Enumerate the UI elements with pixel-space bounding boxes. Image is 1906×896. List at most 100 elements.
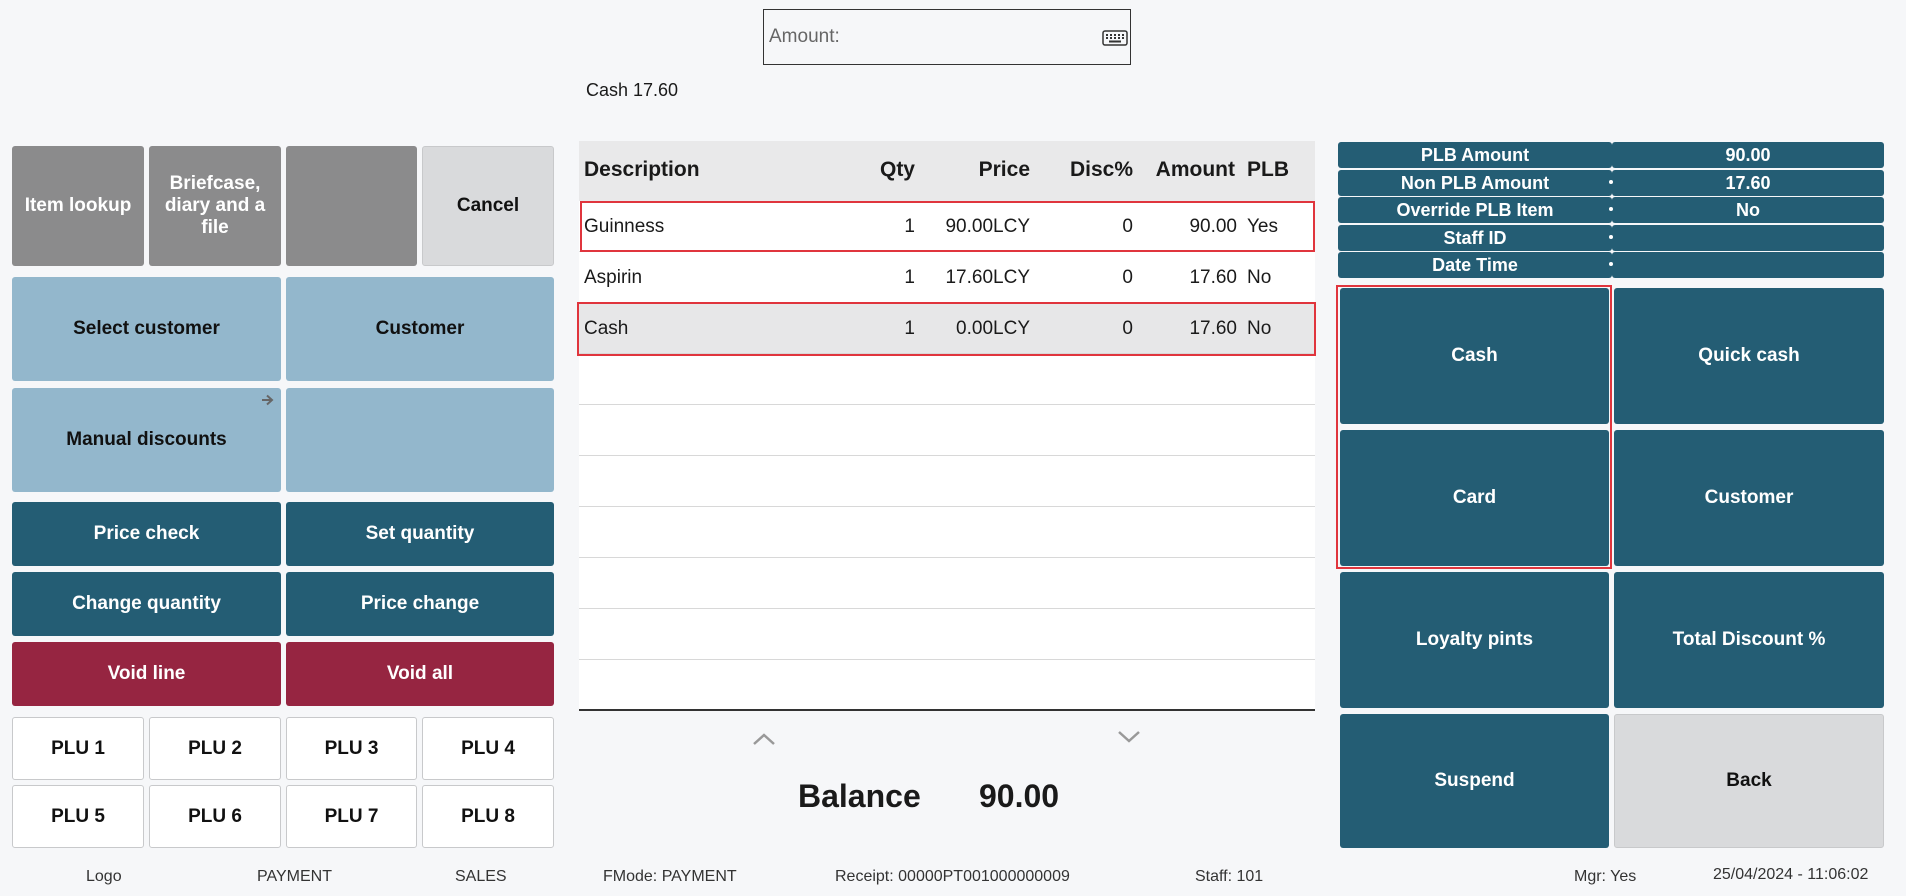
header-plb: PLB (1247, 158, 1289, 181)
grid-header: Description Qty Price Disc% Amount PLB (579, 141, 1315, 201)
chevron-down-icon[interactable] (1116, 730, 1142, 744)
footer-logo: Logo (86, 868, 122, 885)
info-row-plb-amount: PLB Amount 90.00 (1338, 142, 1884, 168)
footer-mgr: Mgr: Yes (1574, 868, 1637, 885)
info-label: Date Time (1338, 252, 1612, 278)
separator-dot (1609, 262, 1613, 266)
balance-label: Balance (798, 778, 921, 814)
cell-disc: 0 (1122, 216, 1133, 237)
info-label: Non PLB Amount (1338, 170, 1612, 196)
price-change-button[interactable]: Price change (286, 572, 554, 636)
footer-sales: SALES (455, 868, 507, 885)
separator-dot (1609, 180, 1613, 184)
quick-cash-button[interactable]: Quick cash (1614, 288, 1884, 424)
plu-4-button[interactable]: PLU 4 (422, 717, 554, 780)
info-value: 90.00 (1612, 142, 1884, 168)
cell-price: 17.60LCY (945, 267, 1030, 288)
header-qty: Qty (879, 158, 915, 181)
table-row[interactable]: Aspirin 1 17.60LCY 0 17.60 No (579, 252, 1315, 303)
set-quantity-button[interactable]: Set quantity (286, 502, 554, 566)
price-check-button[interactable]: Price check (12, 502, 281, 566)
balance-value: 90.00 (979, 778, 1060, 814)
plu-2-button[interactable]: PLU 2 (149, 717, 281, 780)
customer-button-left[interactable]: Customer (286, 277, 554, 381)
cash-button[interactable]: Cash (1340, 288, 1609, 424)
cell-plb: No (1247, 267, 1272, 288)
info-row-non-plb-amount: Non PLB Amount 17.60 (1338, 170, 1884, 196)
cell-price: 0.00LCY (956, 318, 1030, 339)
empty-row (579, 405, 1315, 456)
highlight-box-guinness (580, 201, 1315, 252)
cancel-button[interactable]: Cancel (422, 146, 554, 266)
plu-3-button[interactable]: PLU 3 (286, 717, 417, 780)
cell-qty: 1 (904, 318, 915, 339)
header-amount: Amount (1155, 158, 1235, 181)
cell-description: Aspirin (584, 267, 643, 288)
chevron-up-icon[interactable] (751, 732, 777, 746)
footer-payment: PAYMENT (257, 868, 332, 885)
separator-dot (1609, 207, 1613, 211)
manual-discounts-button[interactable]: Manual discounts (12, 388, 281, 492)
manual-discounts-label: Manual discounts (66, 429, 227, 451)
plu-7-button[interactable]: PLU 7 (286, 785, 417, 848)
cell-plb: Yes (1247, 216, 1278, 237)
info-row-override-plb: Override PLB Item No (1338, 197, 1884, 223)
card-button[interactable]: Card (1340, 430, 1609, 566)
info-value: No (1612, 197, 1884, 223)
empty-row (579, 660, 1315, 709)
info-row-staff-id: Staff ID (1338, 225, 1884, 251)
info-row-date-time: Date Time (1338, 252, 1884, 278)
arrow-right-icon (262, 394, 274, 406)
info-value (1612, 225, 1884, 251)
header-disc: Disc% (1069, 158, 1133, 181)
footer-datetime: 25/04/2024 - 11:06:02 (1713, 866, 1869, 883)
info-label: Staff ID (1338, 225, 1612, 251)
suspend-button[interactable]: Suspend (1340, 714, 1609, 848)
select-customer-button[interactable]: Select customer (12, 277, 281, 381)
cell-disc: 0 (1122, 318, 1133, 339)
cell-qty: 1 (904, 267, 915, 288)
cell-plb: No (1247, 318, 1272, 339)
void-all-button[interactable]: Void all (286, 642, 554, 706)
customer-button-right[interactable]: Customer (1614, 430, 1884, 566)
header-price: Price (978, 158, 1030, 181)
cell-price: 90.00LCY (945, 216, 1030, 237)
plu-6-button[interactable]: PLU 6 (149, 785, 281, 848)
cell-description: Guinness (584, 216, 665, 237)
amount-field[interactable] (763, 9, 1131, 65)
transaction-grid: Description Qty Price Disc% Amount PLB G… (579, 141, 1315, 711)
empty-row (579, 609, 1315, 660)
info-label: Override PLB Item (1338, 197, 1612, 223)
info-label: PLB Amount (1338, 142, 1612, 168)
footer-staff: Staff: 101 (1195, 868, 1264, 885)
footer-fmode: FMode: PAYMENT (603, 868, 737, 885)
back-button[interactable]: Back (1614, 714, 1884, 848)
header-description: Description (584, 158, 700, 181)
empty-row (579, 354, 1315, 405)
table-row-selected[interactable]: Cash 1 0.00LCY 0 17.60 No (579, 303, 1315, 354)
plu-5-button[interactable]: PLU 5 (12, 785, 144, 848)
total-discount-button[interactable]: Total Discount % (1614, 572, 1884, 708)
plu-8-button[interactable]: PLU 8 (422, 785, 554, 848)
blank-button-2[interactable] (286, 388, 554, 492)
keyboard-icon[interactable] (1102, 28, 1128, 48)
empty-row (579, 507, 1315, 558)
change-quantity-button[interactable]: Change quantity (12, 572, 281, 636)
empty-row (579, 558, 1315, 609)
briefcase-button[interactable]: Briefcase, diary and a file (149, 146, 281, 266)
cash-status-text: Cash 17.60 (586, 80, 679, 100)
item-lookup-button[interactable]: Item lookup (12, 146, 144, 266)
void-line-button[interactable]: Void line (12, 642, 281, 706)
blank-button-1[interactable] (286, 146, 417, 266)
amount-input[interactable] (764, 10, 1130, 64)
empty-row (579, 456, 1315, 507)
cell-amount: 17.60 (1189, 318, 1237, 339)
grid-bottom-border (579, 709, 1315, 711)
loyalty-points-button[interactable]: Loyalty pints (1340, 572, 1609, 708)
cell-amount: 90.00 (1189, 216, 1237, 237)
cell-description: Cash (584, 318, 629, 339)
plu-1-button[interactable]: PLU 1 (12, 717, 144, 780)
separator-dot (1609, 235, 1613, 239)
cell-amount: 17.60 (1189, 267, 1237, 288)
cell-disc: 0 (1122, 267, 1133, 288)
